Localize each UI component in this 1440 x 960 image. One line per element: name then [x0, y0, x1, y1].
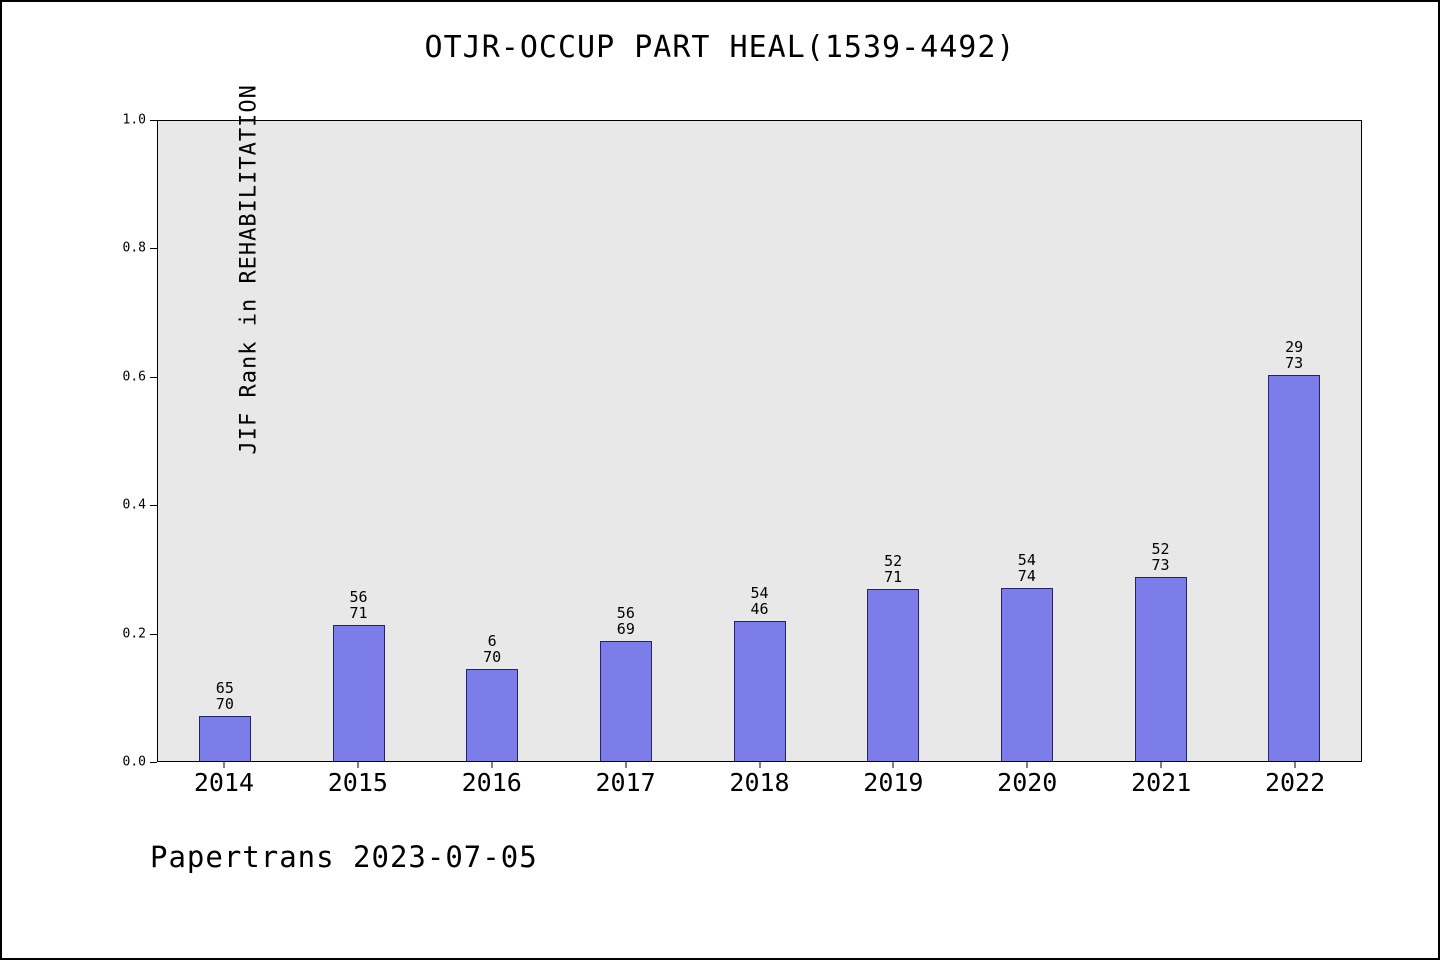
y-tick-label-0.6: 0.6 [122, 369, 146, 385]
bar-label-2018: 54 46 [750, 584, 769, 619]
y-tick-mark [150, 505, 157, 507]
y-tick-mark [150, 248, 157, 250]
x-tick-mark [1026, 762, 1028, 768]
bar-label-2022: 29 73 [1285, 338, 1304, 373]
y-tick-label-1.0: 1.0 [122, 112, 146, 128]
x-tick-label-2021: 2021 [1131, 768, 1192, 797]
bar-2016 [466, 669, 519, 761]
bar-2019 [867, 589, 920, 761]
x-tick-mark [491, 762, 493, 768]
y-tick-mark [150, 633, 157, 635]
bar-label-2014: 65 70 [215, 678, 234, 713]
y-tick-mark [150, 762, 157, 763]
y-tick-label-0.4: 0.4 [122, 497, 146, 513]
bar-2017 [599, 640, 652, 761]
bar-label-2016: 6 70 [483, 632, 502, 667]
chart-title: OTJR-OCCUP PART HEAL(1539-4492) [424, 30, 1016, 65]
bar-2020 [1000, 588, 1053, 761]
bar-label-2017: 56 69 [616, 603, 635, 638]
x-tick-label-2018: 2018 [729, 768, 790, 797]
bar-2015 [332, 625, 385, 761]
x-tick-mark [625, 762, 627, 768]
x-tick-label-2014: 2014 [193, 768, 255, 797]
x-tick-mark [892, 762, 894, 768]
bar-2021 [1134, 576, 1187, 761]
x-tick-label-2020: 2020 [997, 768, 1058, 797]
bar-label-2015: 56 71 [349, 588, 368, 623]
bar-2022 [1268, 375, 1321, 761]
plot-area: 65 70 56 71 6 70 56 69 54 46 52 71 54 74 52 73 2… [157, 120, 1362, 762]
x-tick-label-2022: 2022 [1264, 768, 1326, 797]
x-tick-label-2019: 2019 [863, 768, 924, 797]
x-tick-label-2017: 2017 [595, 768, 656, 797]
x-tick-mark [357, 762, 359, 768]
x-tick-mark [1160, 762, 1162, 768]
bar-label-2020: 54 74 [1017, 551, 1036, 586]
x-tick-mark [759, 762, 760, 768]
x-tick-mark [223, 762, 225, 768]
y-tick-label-0.8: 0.8 [122, 240, 146, 256]
y-tick-mark [150, 376, 157, 378]
x-tick-mark [1294, 762, 1296, 768]
y-tick-label-0.2: 0.2 [122, 626, 146, 642]
y-tick-label-0.0: 0.0 [122, 754, 146, 770]
y-tick-mark [150, 120, 157, 121]
bar-label-2021: 52 73 [1151, 539, 1170, 574]
footer-watermark: Papertrans 2023-07-05 [150, 840, 538, 874]
y-axis-title: JIF Rank in REHABILITATION [236, 84, 262, 455]
bar-label-2019: 52 71 [884, 552, 903, 587]
bar-2018 [733, 621, 786, 761]
x-tick-label-2016: 2016 [461, 768, 522, 797]
bar-2014 [198, 715, 251, 761]
x-tick-label-2015: 2015 [327, 768, 388, 797]
